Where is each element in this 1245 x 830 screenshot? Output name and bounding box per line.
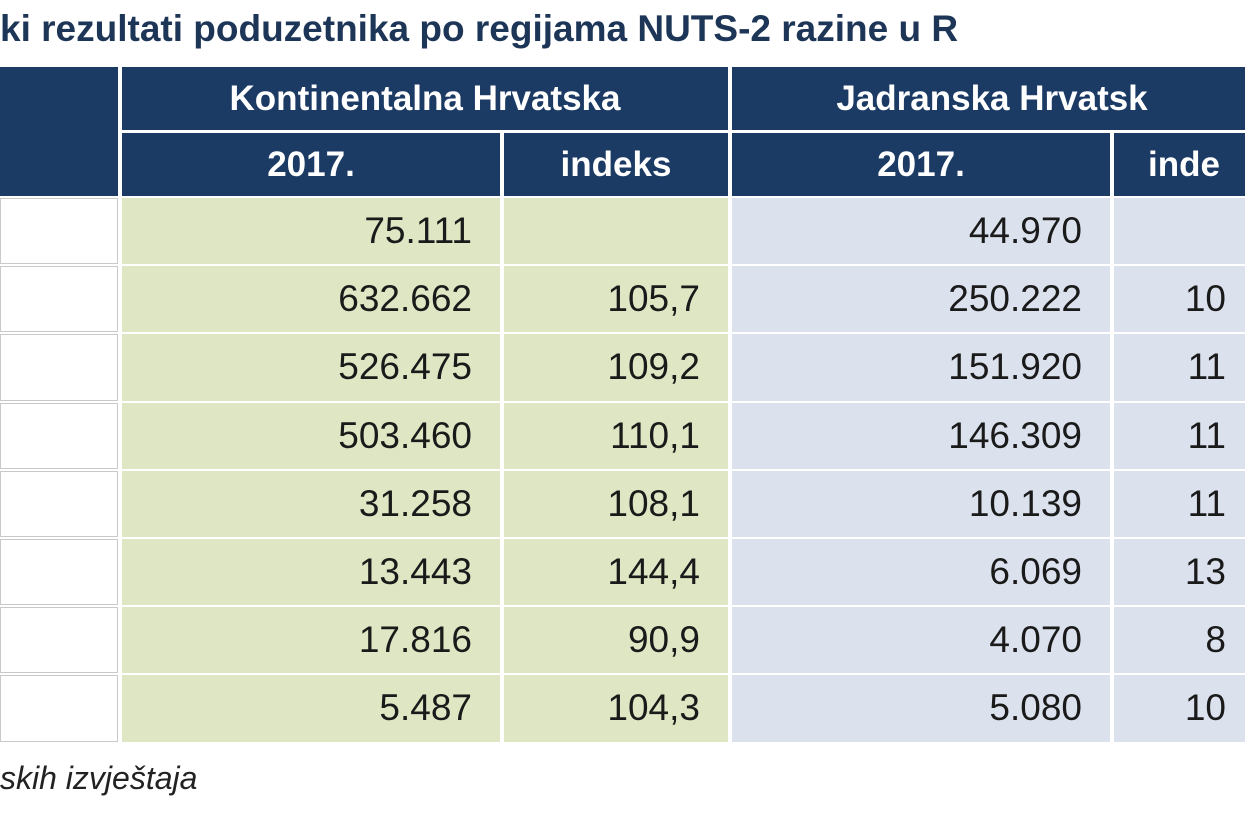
data-cell: 109,2 [504, 334, 728, 401]
data-cell: 4.070 [732, 607, 1110, 674]
data-cell: 17.816 [122, 607, 500, 674]
title: ki rezultati poduzetnika po regijama NUT… [0, 8, 959, 49]
row-label-cell [0, 198, 118, 265]
data-cell: 144,4 [504, 539, 728, 606]
data-cell: 151.920 [732, 334, 1110, 401]
row-label-cell [0, 539, 118, 606]
data-cell: 105,7 [504, 266, 728, 333]
data-cell: 75.111 [122, 198, 500, 265]
data-cell [1114, 198, 1245, 265]
data-cell: 5.080 [732, 675, 1110, 742]
sub-header: 2017. [122, 133, 500, 196]
data-cell: 526.475 [122, 334, 500, 401]
data-cell: 110,1 [504, 402, 728, 469]
sub-header: inde [1114, 133, 1245, 196]
data-cell: 11 [1114, 470, 1245, 537]
sub-header: 2017. [732, 133, 1110, 196]
data-cell: 31.258 [122, 470, 500, 537]
data-cell: 632.662 [122, 266, 500, 333]
row-label-cell [0, 402, 118, 469]
data-cell: 146.309 [732, 402, 1110, 469]
data-cell: 10 [1114, 266, 1245, 333]
data-cell: 90,9 [504, 607, 728, 674]
data-cell: 503.460 [122, 402, 500, 469]
row-label-cell [0, 334, 118, 401]
row-label-cell [0, 675, 118, 742]
data-cell: 250.222 [732, 266, 1110, 333]
data-cell: 104,3 [504, 675, 728, 742]
data-cell: 11 [1114, 334, 1245, 401]
data-cell: 44.970 [732, 198, 1110, 265]
sub-header: indeks [504, 133, 728, 196]
source-note: skih izvještaja [0, 760, 198, 796]
data-cell: 8 [1114, 607, 1245, 674]
data-cell: 11 [1114, 402, 1245, 469]
data-cell: 13 [1114, 539, 1245, 606]
data-cell: 108,1 [504, 470, 728, 537]
group-header: Kontinentalna Hrvatska [122, 67, 728, 130]
data-cell: 6.069 [732, 539, 1110, 606]
row-label-cell [0, 470, 118, 537]
group-header: Jadranska Hrvatsk [732, 67, 1245, 130]
data-cell: 13.443 [122, 539, 500, 606]
data-cell [504, 198, 728, 265]
row-label-cell [0, 607, 118, 674]
data-cell: 10.139 [732, 470, 1110, 537]
data-cell: 5.487 [122, 675, 500, 742]
header-corner [0, 67, 118, 196]
data-cell: 10 [1114, 675, 1245, 742]
row-label-cell [0, 266, 118, 333]
